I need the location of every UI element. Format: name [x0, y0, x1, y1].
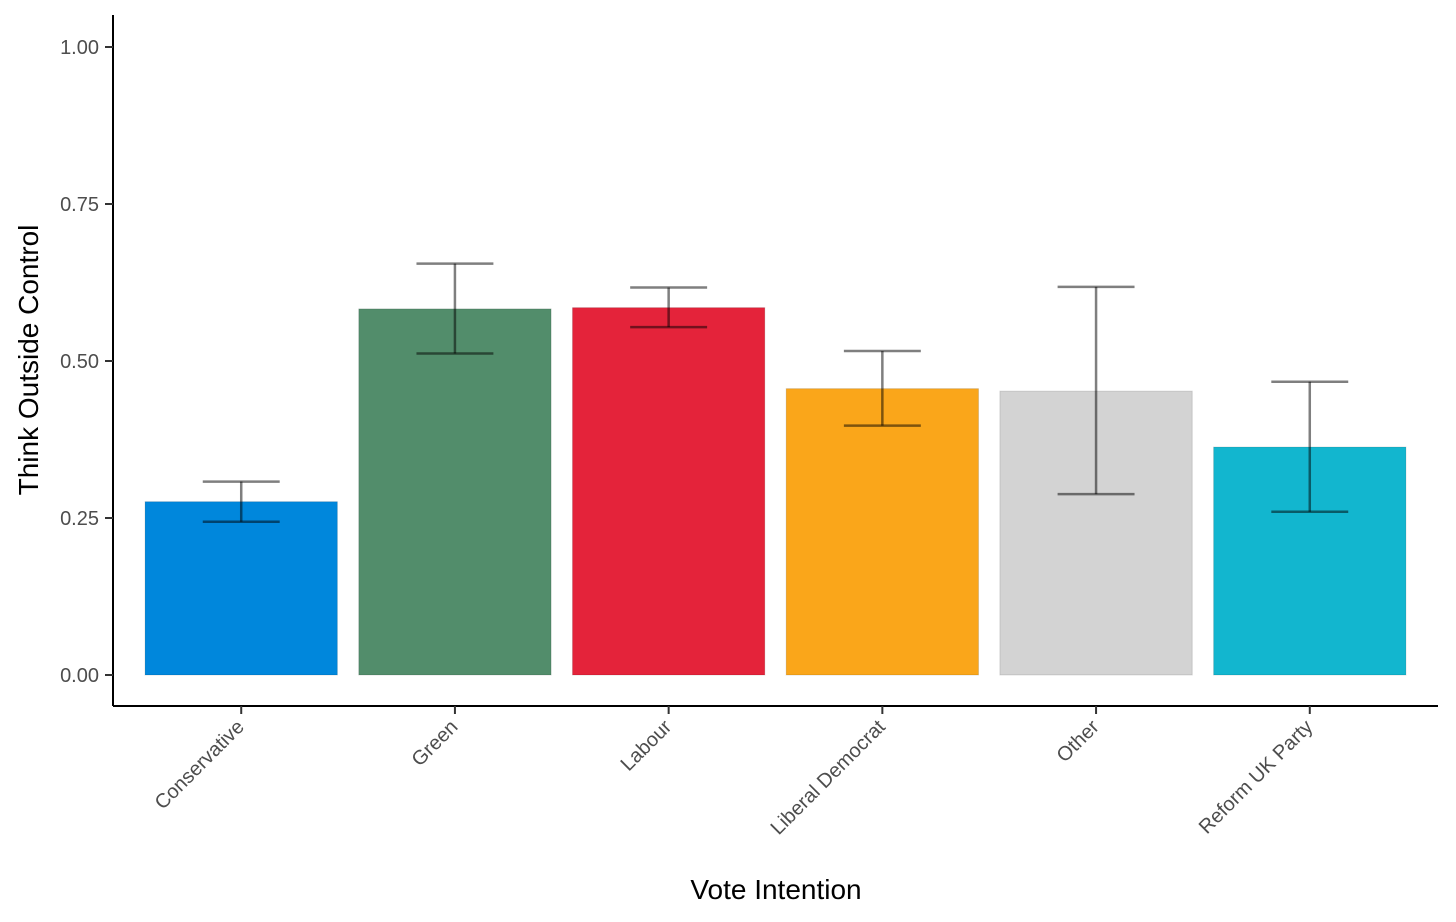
y-tick-label: 0.75	[60, 194, 99, 216]
y-tick-label: 0.50	[60, 351, 99, 373]
bar	[358, 308, 552, 676]
y-tick-label: 1.00	[60, 37, 99, 59]
y-axis-ticks: 0.00 0.25 0.50 0.75 1.00	[60, 37, 113, 687]
y-axis-title: Think Outside Control	[13, 225, 44, 496]
x-axis-ticks: Conservative Green Labour Liberal Democrat O…	[151, 706, 1317, 840]
x-tick-label: Other	[1053, 716, 1104, 767]
plot-area	[144, 262, 1407, 676]
error-bar	[416, 262, 494, 355]
x-tick-label: Green	[408, 716, 463, 771]
error-bar	[202, 480, 280, 524]
error-bar	[1057, 285, 1135, 496]
x-tick-label: Labour	[617, 716, 677, 776]
x-tick-label: Reform UK Party	[1195, 716, 1317, 838]
x-tick-label: Conservative	[151, 716, 249, 814]
x-tick-label: Liberal Democrat	[767, 716, 891, 840]
y-tick-label: 0.25	[60, 508, 99, 530]
x-axis-title: Vote Intention	[690, 874, 861, 905]
error-bar	[843, 349, 921, 427]
error-bar	[630, 286, 708, 329]
error-bar	[1271, 380, 1349, 513]
bar	[571, 307, 766, 676]
bar	[785, 388, 980, 676]
bar	[144, 501, 338, 676]
y-tick-label: 0.00	[60, 665, 99, 687]
